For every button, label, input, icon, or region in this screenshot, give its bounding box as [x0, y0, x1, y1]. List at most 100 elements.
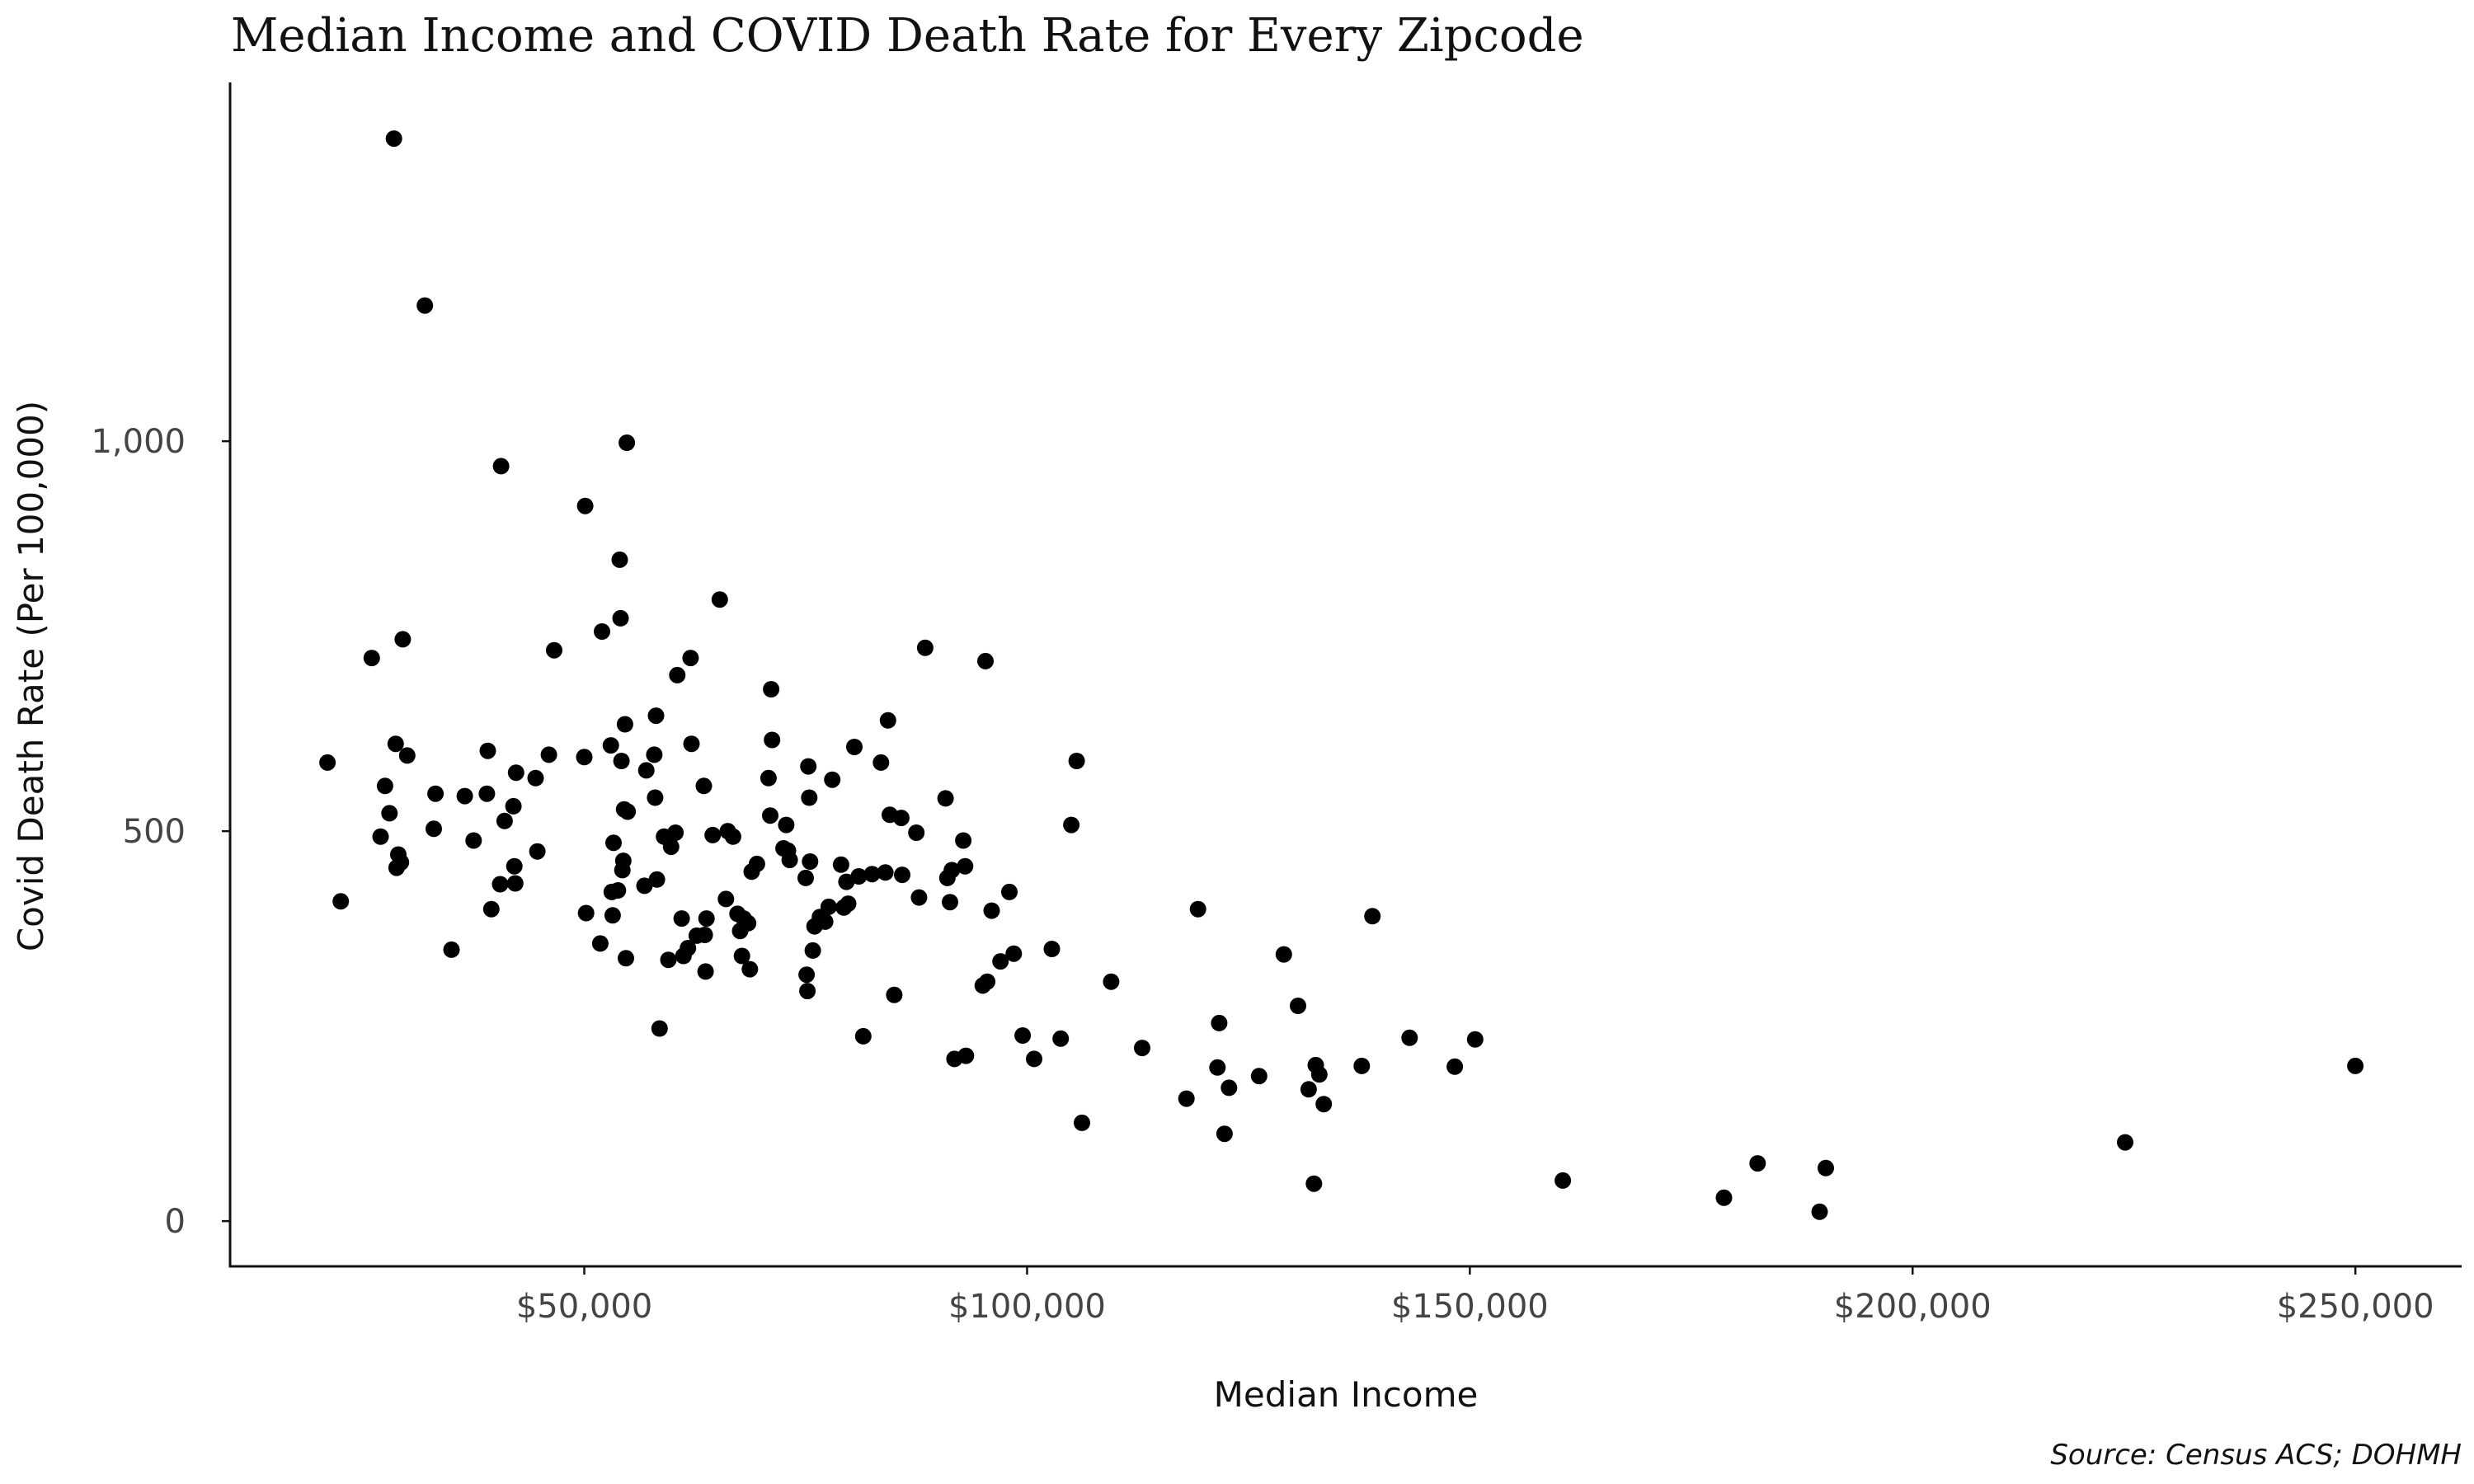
data-point — [363, 650, 380, 667]
data-point — [1001, 883, 1018, 900]
data-point — [1211, 1014, 1228, 1031]
data-point — [877, 864, 894, 881]
data-point — [319, 754, 336, 771]
data-points — [319, 130, 2364, 1220]
data-point — [1068, 753, 1085, 769]
data-point — [680, 940, 697, 956]
data-point — [802, 853, 819, 870]
data-point — [1014, 1027, 1032, 1044]
data-point — [762, 807, 778, 824]
data-point — [1209, 1059, 1226, 1076]
data-point — [733, 947, 750, 965]
data-point — [711, 591, 728, 608]
data-point — [886, 986, 903, 1003]
data-point — [1005, 945, 1023, 962]
data-point — [604, 907, 621, 924]
data-point — [695, 777, 713, 795]
data-point — [492, 458, 510, 475]
data-point — [760, 769, 777, 787]
data-point — [992, 953, 1009, 970]
data-point — [479, 742, 496, 759]
data-point — [682, 650, 699, 667]
data-point — [1554, 1172, 1572, 1189]
data-point — [1103, 973, 1120, 990]
data-point — [398, 747, 416, 764]
data-point — [602, 737, 619, 754]
data-point — [764, 731, 781, 749]
data-point — [647, 789, 664, 806]
data-point — [667, 824, 684, 841]
chart-title: Median Income and COVID Death Rate for E… — [231, 9, 1584, 63]
data-point — [2117, 1134, 2133, 1151]
data-point — [740, 914, 757, 932]
data-point — [1715, 1189, 1733, 1206]
data-point — [1466, 1031, 1484, 1048]
data-point — [619, 803, 637, 820]
data-point — [1749, 1155, 1766, 1172]
data-point — [594, 623, 610, 640]
data-point — [863, 866, 881, 883]
data-point — [660, 951, 677, 969]
data-point — [816, 913, 834, 930]
x-tick-label: $200,000 — [1834, 1288, 1992, 1326]
data-point — [427, 785, 444, 802]
data-point — [662, 838, 680, 856]
data-point — [636, 877, 653, 895]
data-point — [798, 966, 816, 984]
x-tick-label: $150,000 — [1391, 1288, 1549, 1326]
data-point — [546, 641, 562, 659]
data-point — [799, 983, 816, 1000]
data-point — [609, 882, 627, 899]
data-point — [892, 810, 910, 827]
data-point — [977, 652, 994, 669]
data-point — [846, 739, 863, 755]
data-point — [637, 762, 655, 779]
data-point — [465, 832, 482, 849]
data-point — [1074, 1114, 1090, 1131]
data-point — [618, 950, 634, 967]
data-point — [942, 894, 958, 911]
data-point — [372, 828, 389, 845]
data-point — [955, 832, 972, 849]
data-point — [1305, 1175, 1323, 1192]
data-point — [492, 876, 509, 893]
data-point — [894, 866, 910, 884]
data-point — [983, 902, 1000, 919]
data-point — [804, 942, 821, 959]
data-point — [456, 787, 473, 805]
data-point — [387, 735, 404, 753]
data-point — [1189, 900, 1206, 918]
data-point — [612, 609, 629, 627]
data-point — [683, 735, 700, 753]
data-point — [540, 746, 557, 763]
data-point — [1446, 1058, 1464, 1075]
source-caption: Source: Census ACS; DOHMH — [2050, 1439, 2462, 1472]
data-point — [529, 843, 546, 860]
data-point — [717, 890, 735, 908]
data-point — [646, 746, 663, 763]
data-point — [651, 1020, 668, 1037]
data-point — [1353, 1057, 1371, 1074]
data-point — [482, 900, 500, 918]
data-point — [1178, 1090, 1195, 1107]
data-point — [2347, 1057, 2364, 1074]
data-point — [605, 834, 622, 852]
y-tick-label: 500 — [123, 813, 186, 851]
data-point — [979, 973, 996, 990]
x-tick-label: $100,000 — [948, 1288, 1106, 1326]
data-point — [673, 910, 690, 928]
data-point — [704, 826, 722, 843]
data-point — [820, 898, 837, 915]
data-point — [616, 716, 633, 733]
data-point — [943, 862, 961, 879]
data-point — [381, 805, 398, 822]
x-axis-title: Median Income — [1214, 1374, 1479, 1415]
data-point — [1300, 1081, 1317, 1098]
data-point — [669, 666, 686, 683]
y-tick-label: 0 — [165, 1203, 186, 1241]
data-point — [1818, 1159, 1834, 1176]
data-point — [576, 497, 594, 514]
data-point — [648, 871, 666, 888]
data-point — [801, 789, 818, 806]
